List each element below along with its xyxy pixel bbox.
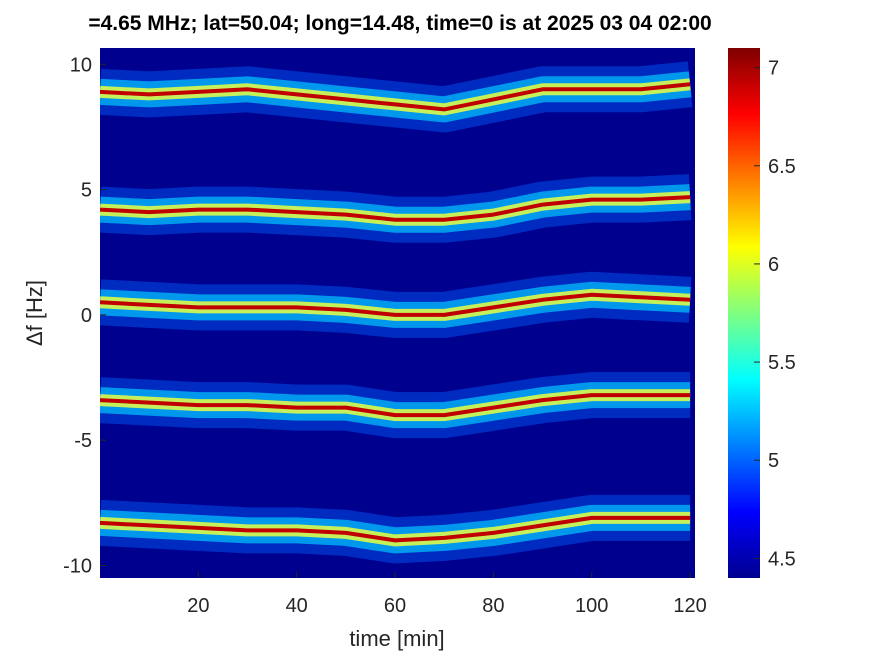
colorbar-tick-label: 4.5 — [768, 548, 796, 570]
colorbar-tick-label: 7 — [768, 58, 779, 80]
y-axis-label: Δf [Hz] — [22, 280, 47, 346]
colorbar-tick-label: 5.5 — [768, 352, 796, 374]
signal-band — [100, 82, 691, 112]
y-tick-label: -10 — [63, 555, 92, 577]
x-axis-label: time [min] — [349, 626, 444, 651]
chart-title: =4.65 MHz; lat=50.04; long=14.48, time=0… — [88, 12, 711, 35]
x-tick-label: 40 — [286, 595, 308, 617]
spectrogram-bands — [100, 61, 693, 564]
y-tick-label: 0 — [81, 305, 92, 327]
signal-band — [100, 195, 691, 222]
x-tick-label: 120 — [673, 595, 706, 617]
colorbar-tick-label: 6.5 — [768, 156, 796, 178]
colorbar — [728, 48, 760, 578]
signal-band — [100, 515, 691, 543]
x-tick-label: 100 — [575, 595, 608, 617]
y-tick-label: 10 — [70, 54, 92, 76]
x-tick-label: 80 — [482, 595, 504, 617]
colorbar-tick-label: 6 — [768, 254, 779, 276]
x-tick-label: 20 — [187, 595, 209, 617]
signal-band — [100, 292, 691, 317]
x-tick-label: 60 — [384, 595, 406, 617]
signal-band — [100, 393, 691, 418]
y-tick-label: -5 — [74, 430, 92, 452]
colorbar-tick-label: 5 — [768, 450, 779, 472]
y-tick-label: 5 — [81, 180, 92, 202]
